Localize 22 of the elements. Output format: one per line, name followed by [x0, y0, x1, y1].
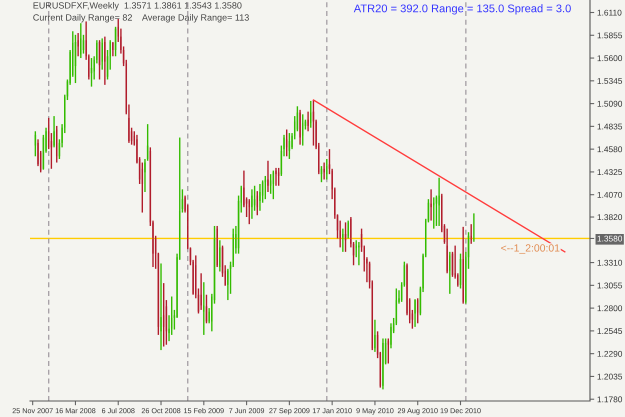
y-tick-label: 1.4325: [598, 169, 622, 176]
y-tick-label: 1.5600: [598, 55, 622, 62]
y-tick-label: 1.3820: [598, 214, 622, 220]
y-tick-label: 1.5855: [598, 32, 622, 38]
y-tick-label: 1.3580: [598, 236, 622, 242]
y-tick-label: 1.3310: [598, 260, 622, 266]
y-tick-label: 1.4580: [598, 146, 622, 152]
chart-title: EURUSDFXF,Weekly 1.3571 1.3861 1.3543 1.3580: [34, 2, 242, 10]
y-tick-label: 1.2290: [598, 350, 622, 357]
annotation: ATR20 = 392.0 Range = 135.0 Spread = 3.0: [354, 4, 571, 15]
y-tick-label: 1.4070: [598, 192, 622, 198]
y-tick-label: 1.5345: [598, 78, 622, 84]
y-tick-label: 1.2035: [598, 374, 622, 380]
y-tick-label: 1.1780: [598, 396, 622, 402]
y-tick-label: 1.2545: [598, 328, 622, 334]
y-tick-label: 1.3055: [598, 282, 622, 288]
y-tick-label: 1.4835: [598, 124, 622, 130]
y-tick-label: 1.6110: [598, 10, 622, 16]
y-tick-label: 1.5090: [598, 100, 622, 107]
ref-line-label: <--1_2:00:01: [501, 244, 560, 254]
y-tick-label: 1.2800: [598, 305, 622, 312]
annotation: Current Daily Range= 82 Average Daily Range= 113: [33, 14, 249, 22]
